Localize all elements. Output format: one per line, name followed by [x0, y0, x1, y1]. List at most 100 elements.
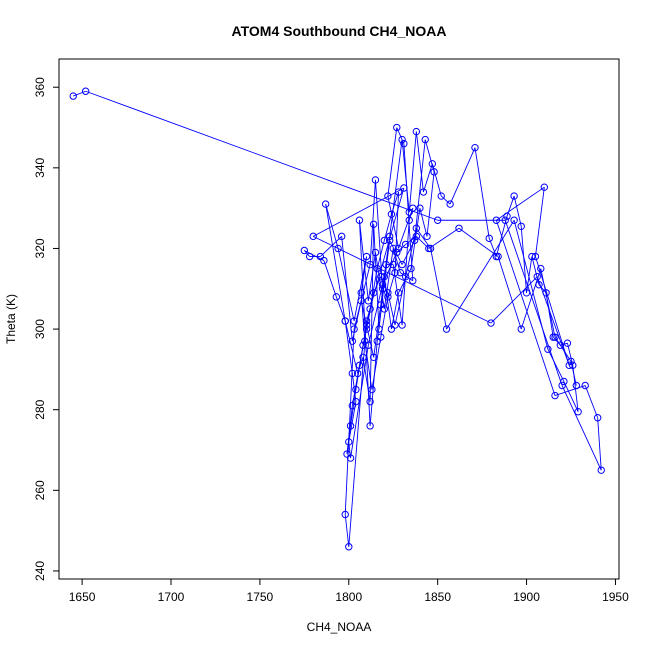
- data-point: [517, 325, 525, 333]
- series-line-segment: [376, 240, 385, 269]
- series-line-segment: [344, 320, 359, 374]
- data-point: [567, 357, 575, 366]
- data-point: [593, 414, 602, 422]
- series-line-segment: [341, 236, 353, 342]
- series-line-segment: [597, 417, 602, 471]
- series-line-segment: [360, 292, 366, 342]
- data-point: [345, 543, 353, 551]
- series-line-segment: [554, 385, 586, 397]
- data-point: [375, 325, 383, 333]
- data-point: [531, 252, 540, 261]
- series-line-segment: [73, 90, 86, 97]
- data-point: [384, 289, 392, 297]
- series-line-segment: [424, 139, 435, 172]
- data-point: [423, 232, 431, 241]
- data-point: [346, 422, 355, 430]
- data-point: [437, 192, 445, 200]
- data-point: [528, 252, 536, 261]
- x-tick-label: 1950: [602, 590, 629, 604]
- data-point: [522, 289, 531, 297]
- series-line-segment: [366, 324, 375, 358]
- data-point: [345, 438, 353, 446]
- data-point: [398, 321, 406, 329]
- data-point: [350, 325, 358, 333]
- series-line-segment: [367, 252, 376, 301]
- data-point: [533, 272, 541, 281]
- series-line-segment: [360, 300, 367, 326]
- data-point: [394, 244, 403, 253]
- series-line-segment: [474, 147, 490, 239]
- x-tick-label: 1700: [158, 590, 185, 604]
- series-line-segment: [369, 224, 375, 402]
- data-point: [353, 369, 362, 378]
- data-point: [366, 305, 374, 313]
- data-point: [419, 188, 428, 196]
- series-line-segment: [520, 226, 528, 293]
- data-point: [320, 256, 328, 265]
- data-point: [300, 246, 309, 255]
- plot-frame: [58, 58, 620, 580]
- series-line-segment: [323, 260, 337, 297]
- series-line-segment: [567, 343, 574, 366]
- data-point: [373, 264, 381, 273]
- series-line-segment: [396, 244, 406, 253]
- series-line-segment: [423, 163, 433, 193]
- data-point: [409, 277, 417, 285]
- series-line-segment: [344, 320, 353, 374]
- series-line-segment: [303, 250, 311, 257]
- data-point: [398, 260, 406, 269]
- data-point: [362, 325, 371, 333]
- series-line-segment: [535, 256, 570, 366]
- series-line-segment: [325, 204, 346, 322]
- series-line-segment: [547, 349, 565, 382]
- data-point: [501, 216, 509, 224]
- data-point: [341, 317, 349, 325]
- series-line-segment: [344, 514, 350, 547]
- data-point: [401, 272, 410, 281]
- data-point: [364, 341, 373, 349]
- series-line-segment: [313, 187, 405, 237]
- series-line-segment: [369, 179, 376, 265]
- data-point: [428, 160, 437, 168]
- data-point: [380, 236, 389, 245]
- series-line-segment: [419, 208, 428, 237]
- y-tick-label: 260: [33, 480, 47, 500]
- series-line-segment: [387, 127, 398, 197]
- data-point: [359, 353, 367, 361]
- series-line-segment: [392, 264, 403, 326]
- data-point: [378, 285, 387, 293]
- series-line-segment: [540, 268, 556, 338]
- series-line-segment: [389, 240, 403, 265]
- data-point: [385, 232, 394, 241]
- data-point: [535, 281, 543, 289]
- data-point: [309, 232, 317, 241]
- series-line-segment: [383, 214, 392, 241]
- series-line-segment: [408, 131, 417, 213]
- series-line-segment: [373, 304, 382, 358]
- series-line-segment: [561, 385, 602, 471]
- data-point: [334, 244, 342, 253]
- data-point: [393, 123, 401, 132]
- series-line-segment: [374, 179, 384, 289]
- series-line-segment: [394, 192, 400, 273]
- y-axis-label: Theta (K): [4, 294, 18, 344]
- data-point: [510, 216, 518, 224]
- series-line-segment: [358, 220, 371, 426]
- series-line-segment: [446, 220, 515, 330]
- series-lines: [73, 90, 602, 547]
- data-point: [385, 236, 394, 245]
- series-line-segment: [351, 373, 357, 402]
- data-point: [412, 232, 421, 241]
- data-point: [391, 268, 399, 277]
- y-tick-label: 320: [33, 238, 47, 258]
- series-line-segment: [495, 220, 556, 396]
- data-point: [369, 289, 378, 297]
- series-line-segment: [362, 357, 371, 402]
- y-axis: 240 260 280 300 320 340 360: [33, 77, 60, 581]
- data-point: [412, 224, 421, 233]
- series-line-segment: [335, 296, 346, 322]
- x-axis: 1650 1700 1750 1800 1850 1900 1950: [69, 578, 629, 604]
- data-point: [368, 385, 376, 394]
- data-point: [487, 319, 495, 327]
